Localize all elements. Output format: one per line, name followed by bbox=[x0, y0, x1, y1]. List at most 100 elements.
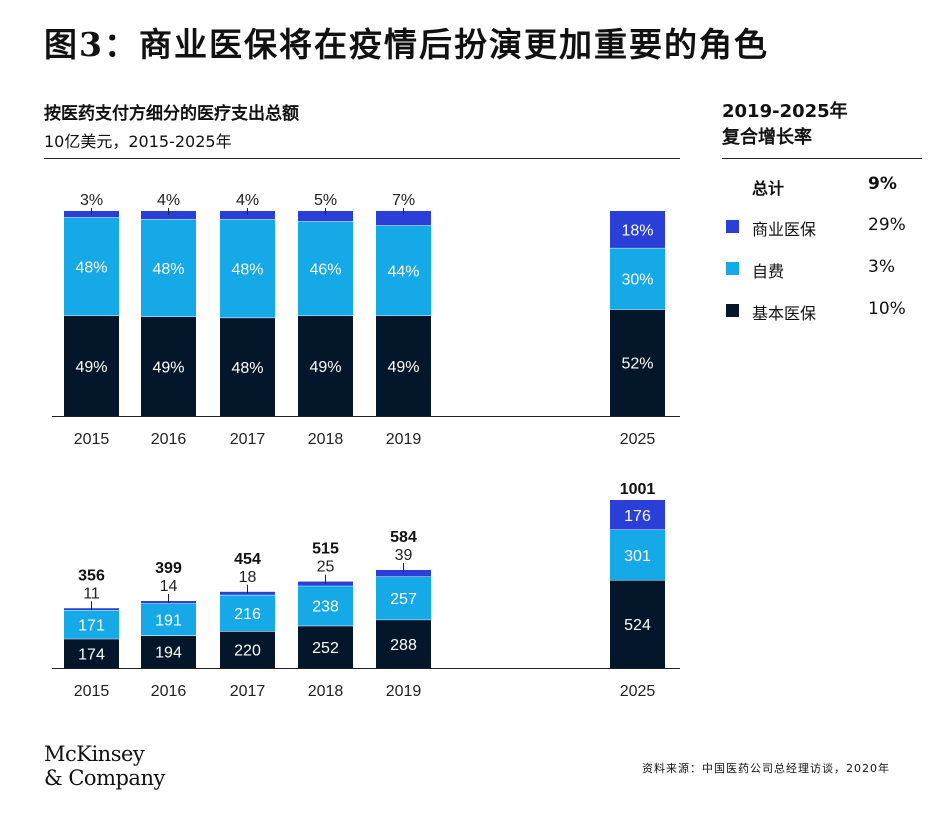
chart2-total-2017: 454 bbox=[234, 551, 261, 568]
chart1-label-2019-s0: 49% bbox=[387, 359, 419, 376]
chart1-bar-2025-s2 bbox=[610, 211, 665, 248]
chart1-xtick-2025: 2025 bbox=[620, 431, 656, 448]
chart1-bar-2016-s0 bbox=[141, 316, 196, 416]
chart1-bar-2019-s1 bbox=[376, 225, 431, 316]
chart2-label-2018-s1: 238 bbox=[312, 599, 339, 616]
chart1-xtick-2015: 2015 bbox=[74, 431, 110, 448]
chart2-xtick-2018: 2018 bbox=[308, 683, 344, 700]
chart2-bar-2015-s0 bbox=[64, 638, 119, 668]
chart1-bar-2025-s0 bbox=[610, 309, 665, 416]
chart1-label-2015-s2: 3% bbox=[80, 192, 103, 209]
chart1-bar-2015-s1 bbox=[64, 217, 119, 316]
chart2-label-2025-s2: 176 bbox=[624, 508, 651, 525]
chart1-label-2016-s0: 49% bbox=[152, 359, 184, 376]
chart1-label-2018-s1: 46% bbox=[309, 261, 341, 278]
chart2-bar-2018-s0 bbox=[298, 625, 353, 668]
chart1-xtick-2019: 2019 bbox=[386, 431, 422, 448]
chart1-xtick-2017: 2017 bbox=[230, 431, 266, 448]
chart2-bar-2015-s1 bbox=[64, 610, 119, 639]
legend-row-basic: 基本医保 10% bbox=[722, 299, 922, 323]
logo-line2: & Company bbox=[44, 766, 165, 790]
legend-row-self-pay: 自费 3% bbox=[722, 257, 922, 281]
chart2-label-2016-s0: 194 bbox=[155, 645, 182, 662]
chart1-label-2018-s2: 5% bbox=[314, 192, 337, 209]
chart1-bar-2017-s0 bbox=[220, 317, 275, 416]
chart1-label-2016-s2: 4% bbox=[157, 192, 180, 209]
chart2-bar-2019-s2 bbox=[376, 569, 431, 577]
chart1-label-2025-s2: 18% bbox=[621, 222, 653, 239]
chart2-bar-2018-s2 bbox=[298, 581, 353, 586]
legend-swatch-self-pay bbox=[726, 262, 739, 275]
chart2-label-2019-s2: 39 bbox=[395, 547, 413, 564]
chart1-xtick-2018: 2018 bbox=[308, 431, 344, 448]
legend-label-self-pay: 自费 bbox=[752, 262, 785, 281]
chart2-label-2015-s0: 174 bbox=[78, 646, 105, 663]
chart1-bar-2017-s1 bbox=[220, 219, 275, 318]
chart1-xtick-2016: 2016 bbox=[151, 431, 187, 448]
page-title: 图3：商业医保将在疫情后扮演更加重要的角色 bbox=[44, 18, 769, 66]
chart2-xtick-2017: 2017 bbox=[230, 683, 266, 700]
chart2-bar-2025-s2 bbox=[610, 500, 665, 530]
chart2-total-2018: 515 bbox=[312, 541, 339, 558]
legend-value-basic: 10% bbox=[868, 299, 906, 319]
legend-label-total: 总计 bbox=[752, 179, 785, 198]
chart2-label-2025-s0: 524 bbox=[624, 617, 651, 634]
chart1-bar-2018-s1 bbox=[298, 221, 353, 316]
chart1-label-2019-s1: 44% bbox=[387, 263, 419, 280]
chart2-label-2015-s2: 11 bbox=[83, 585, 100, 602]
chart2-xtick-2015: 2015 bbox=[74, 683, 110, 700]
legend-swatch-basic bbox=[726, 304, 739, 317]
chart1-bar-2018-s0 bbox=[298, 315, 353, 416]
chart2-label-2016-s1: 191 bbox=[155, 612, 182, 629]
chart2-xtick-2019: 2019 bbox=[386, 683, 422, 700]
chart1-label-2025-s1: 30% bbox=[621, 272, 653, 289]
chart1-label-2018-s0: 49% bbox=[309, 359, 341, 376]
chart2-bar-2019-s0 bbox=[376, 619, 431, 668]
chart2-total-2016: 399 bbox=[155, 560, 182, 577]
chart2-xtick-2025: 2025 bbox=[620, 683, 656, 700]
chart2-bar-2017-s0 bbox=[220, 631, 275, 668]
chart1-label-2017-s1: 48% bbox=[231, 261, 263, 278]
cagr-title: 2019-2025年 复合增长率 bbox=[722, 99, 848, 151]
cagr-title-line1: 2019-2025年 bbox=[722, 101, 848, 122]
chart2-bar-2019-s1 bbox=[376, 576, 431, 620]
legend-row-commercial: 商业医保 29% bbox=[722, 215, 922, 239]
chart1-bar-2017-s2 bbox=[220, 211, 275, 220]
chart1-label-2017-s2: 4% bbox=[236, 192, 259, 209]
chart2-bar-2025-s0 bbox=[610, 580, 665, 668]
chart2-label-2019-s1: 257 bbox=[390, 591, 417, 608]
cagr-rule bbox=[722, 158, 922, 159]
chart2-label-2015-s1: 171 bbox=[78, 617, 105, 634]
legend-swatch-commercial bbox=[726, 220, 739, 233]
legend-value-commercial: 29% bbox=[868, 215, 906, 235]
source-note: 资料来源：中国医药公司总经理访谈，2020年 bbox=[642, 762, 890, 775]
chart2-label-2017-s1: 216 bbox=[234, 606, 261, 623]
chart2-label-2025-s1: 301 bbox=[624, 548, 651, 565]
chart2-total-2025: 1001 bbox=[620, 481, 656, 498]
legend-row-total: 总计 9% bbox=[722, 174, 922, 198]
legend-label-basic: 基本医保 bbox=[752, 304, 817, 323]
chart1-label-2015-s0: 49% bbox=[75, 359, 107, 376]
legend-value-total: 9% bbox=[868, 174, 897, 194]
chart1-bar-2015-s0 bbox=[64, 315, 119, 416]
chart1-bar-2016-s2 bbox=[141, 211, 196, 220]
chart1-bar-2019-s0 bbox=[376, 315, 431, 416]
cagr-title-line2: 复合增长率 bbox=[722, 127, 812, 148]
chart2-bar-2025-s1 bbox=[610, 529, 665, 581]
chart2-label-2019-s0: 288 bbox=[390, 637, 417, 654]
legend-value-self-pay: 3% bbox=[868, 257, 895, 277]
logo-line1: McKinsey bbox=[44, 742, 145, 766]
chart1-bar-2025-s1 bbox=[610, 247, 665, 310]
legend-label-commercial: 商业医保 bbox=[752, 220, 817, 239]
chart1-label-2016-s1: 48% bbox=[152, 261, 184, 278]
chart1-label-2025-s0: 52% bbox=[621, 356, 653, 373]
figure-title: 商业医保将在疫情后扮演更加重要的角色 bbox=[138, 25, 769, 64]
chart2-bar-2016-s1 bbox=[141, 603, 196, 636]
chart1-label-2019-s2: 7% bbox=[392, 192, 415, 209]
chart2-label-2016-s2: 14 bbox=[160, 578, 178, 595]
mckinsey-logo: McKinsey & Company bbox=[44, 742, 165, 790]
chart1-bar-2019-s2 bbox=[376, 211, 431, 226]
chart2-label-2017-s0: 220 bbox=[234, 643, 261, 660]
chart1-bar-2018-s2 bbox=[298, 211, 353, 222]
